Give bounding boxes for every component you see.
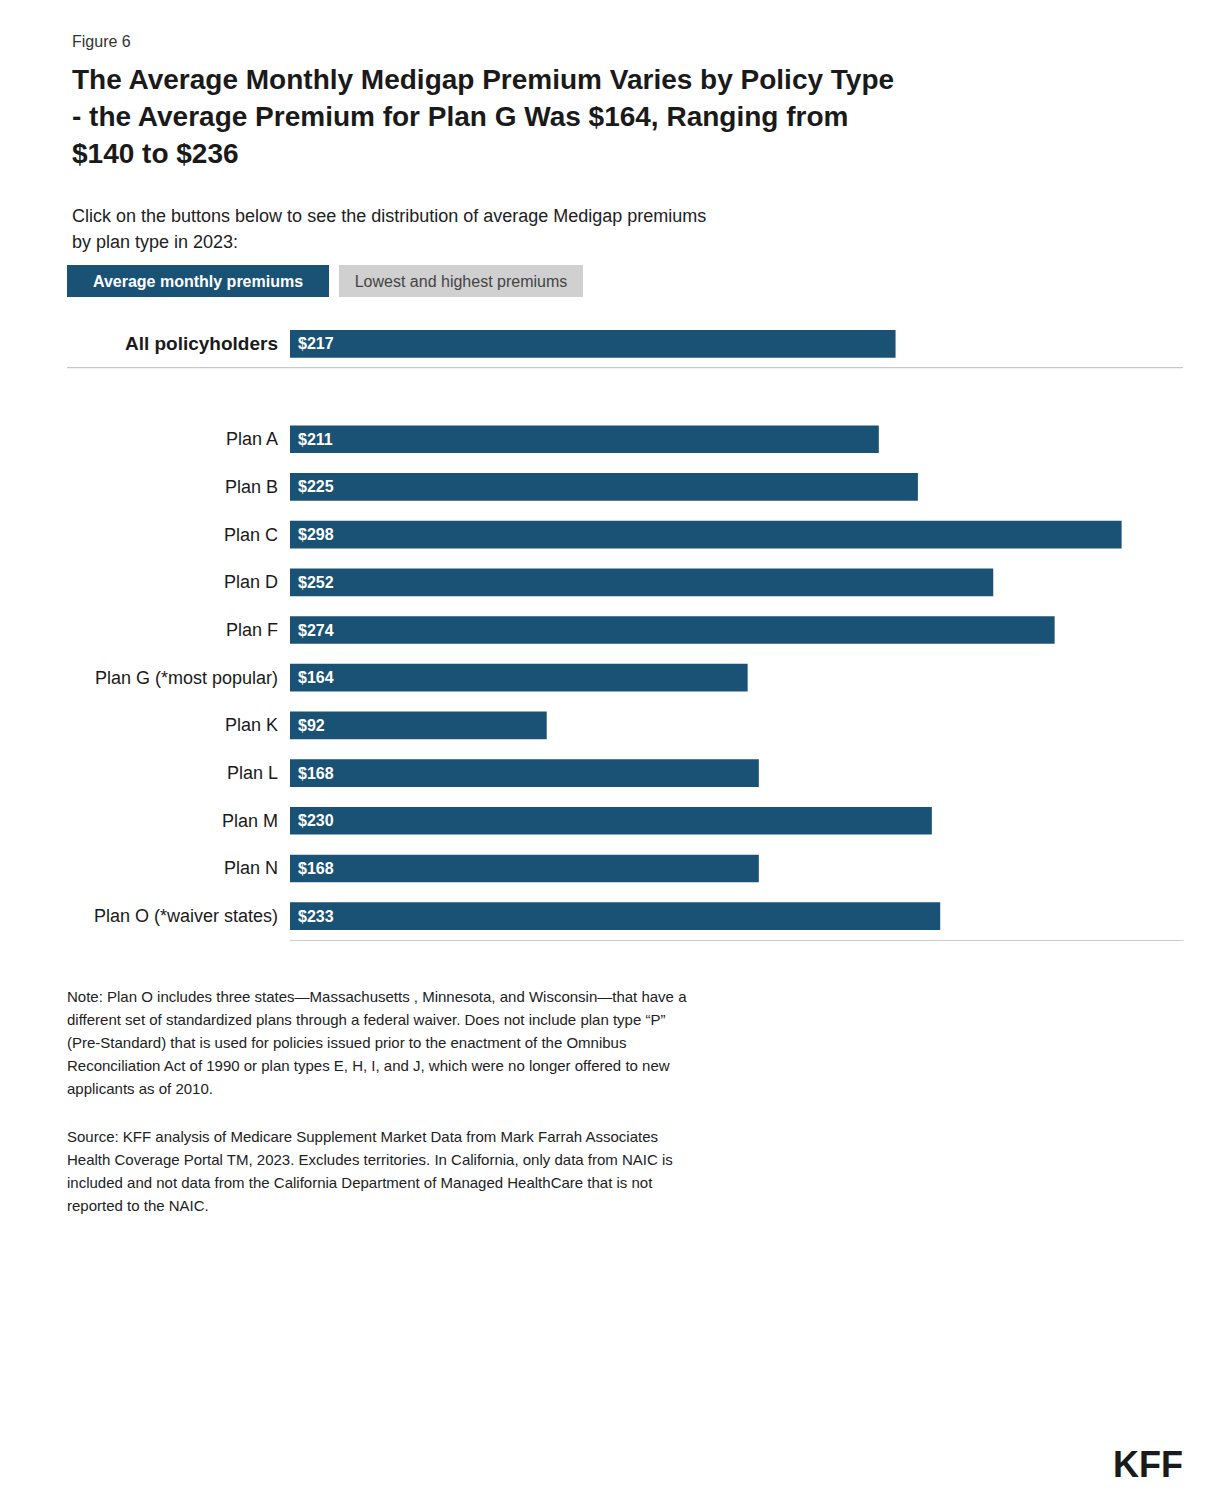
svg-text:Plan G (*most popular): Plan G (*most popular)	[95, 668, 278, 688]
svg-text:The Average Monthly Medigap Pr: The Average Monthly Medigap Premium Vari…	[72, 64, 894, 95]
svg-text:applicants as of 2010.: applicants as of 2010.	[67, 1080, 213, 1097]
svg-text:KFF: KFF	[1113, 1444, 1183, 1485]
svg-text:$252: $252	[298, 574, 334, 591]
svg-text:reported to the NAIC.: reported to the NAIC.	[67, 1197, 209, 1214]
svg-text:Plan N: Plan N	[224, 858, 278, 878]
svg-text:All policyholders: All policyholders	[125, 333, 278, 354]
svg-text:$92: $92	[298, 717, 325, 734]
svg-text:Reconciliation Act of 1990 or: Reconciliation Act of 1990 or plan types…	[67, 1057, 670, 1074]
svg-text:Plan A: Plan A	[226, 429, 278, 449]
svg-text:$233: $233	[298, 908, 334, 925]
svg-text:Health Coverage Portal TM, 202: Health Coverage Portal TM, 2023. Exclude…	[67, 1151, 673, 1168]
svg-text:Note: Plan O includes three st: Note: Plan O includes three states—Massa…	[67, 988, 687, 1005]
svg-text:$298: $298	[298, 526, 334, 543]
svg-text:Figure 6: Figure 6	[72, 33, 131, 50]
svg-text:$168: $168	[298, 860, 334, 877]
svg-text:different set of standardized: different set of standardized plans thro…	[67, 1011, 665, 1028]
svg-text:$274: $274	[298, 622, 334, 639]
svg-text:$168: $168	[298, 765, 334, 782]
svg-text:Click on the buttons below to: Click on the buttons below to see the di…	[72, 206, 706, 226]
svg-text:$230: $230	[298, 812, 334, 829]
svg-text:- the Average Premium for Plan: - the Average Premium for Plan G Was $16…	[72, 101, 848, 132]
svg-text:(Pre-Standard) that is used fo: (Pre-Standard) that is used for policies…	[67, 1034, 626, 1051]
svg-text:Plan D: Plan D	[224, 572, 278, 592]
svg-text:$217: $217	[298, 335, 334, 352]
svg-text:Plan M: Plan M	[222, 811, 278, 831]
svg-text:$140 to $236: $140 to $236	[72, 138, 239, 169]
svg-text:Plan L: Plan L	[227, 763, 278, 783]
svg-text:by plan type in 2023:: by plan type in 2023:	[72, 232, 238, 252]
svg-text:included and not data from the: included and not data from the Californi…	[67, 1174, 653, 1191]
svg-text:$225: $225	[298, 478, 334, 495]
svg-text:$164: $164	[298, 669, 334, 686]
svg-text:Plan C: Plan C	[224, 525, 278, 545]
svg-text:Plan K: Plan K	[225, 715, 278, 735]
svg-text:Average monthly premiums: Average monthly premiums	[93, 273, 303, 290]
svg-text:$211: $211	[298, 431, 333, 448]
svg-text:Plan F: Plan F	[226, 620, 278, 640]
svg-text:Source: KFF analysis of Medica: Source: KFF analysis of Medicare Supplem…	[67, 1128, 658, 1145]
svg-text:Plan B: Plan B	[225, 477, 278, 497]
svg-text:Plan O (*waiver states): Plan O (*waiver states)	[94, 906, 278, 926]
svg-text:Lowest and highest premiums: Lowest and highest premiums	[355, 273, 568, 290]
